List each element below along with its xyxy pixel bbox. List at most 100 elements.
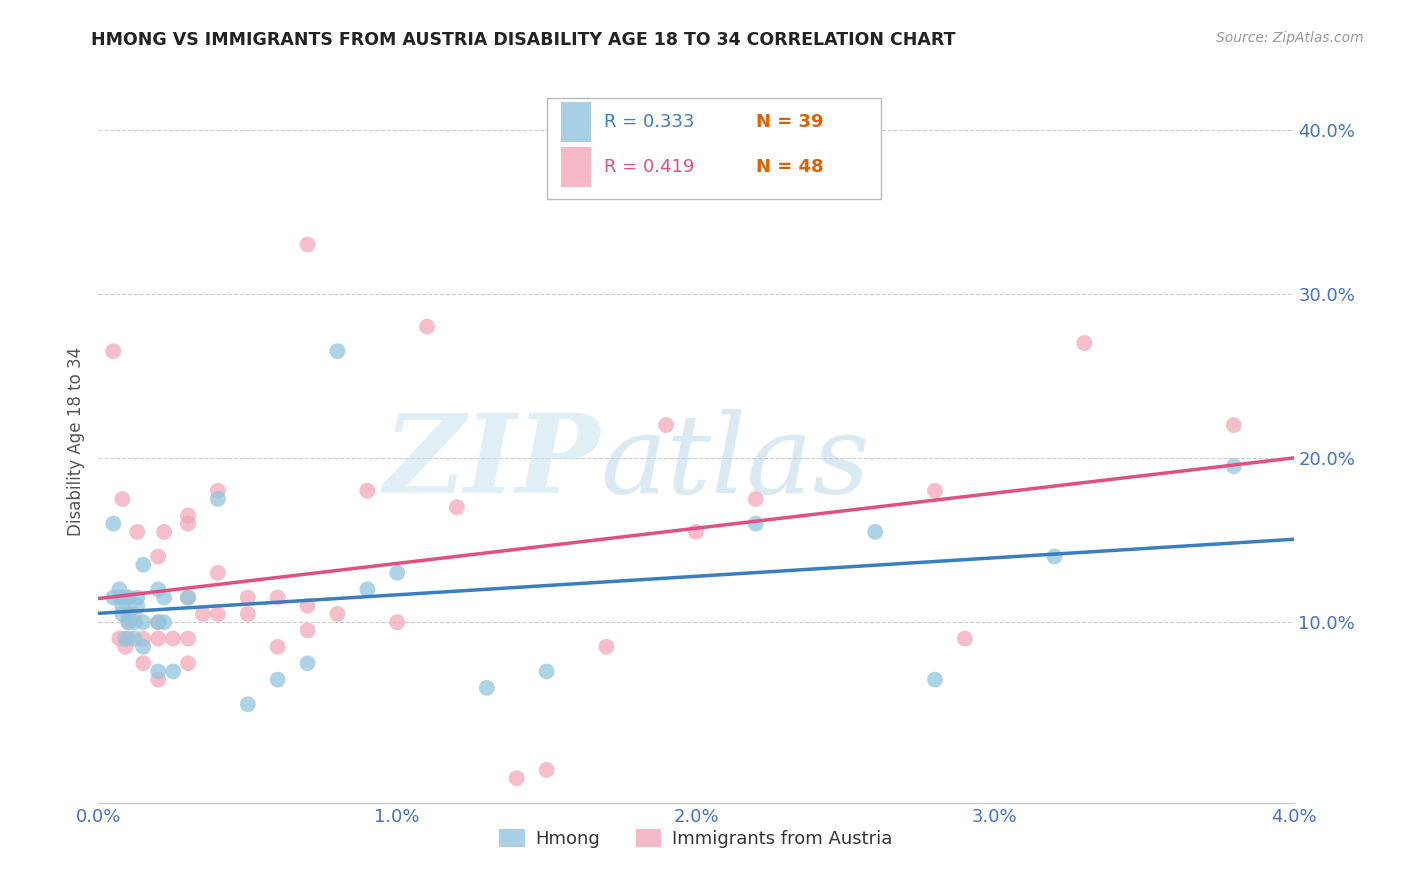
Point xyxy=(177,591,200,605)
Point xyxy=(267,673,290,687)
Point xyxy=(124,632,146,646)
Point xyxy=(297,599,319,613)
Point xyxy=(356,483,378,498)
Point xyxy=(177,591,200,605)
Point xyxy=(685,524,707,539)
Point xyxy=(236,698,259,712)
Point xyxy=(127,599,149,613)
Text: N = 48: N = 48 xyxy=(756,158,824,176)
Point xyxy=(132,640,155,654)
Text: R = 0.333: R = 0.333 xyxy=(605,113,695,131)
Point xyxy=(148,582,170,597)
Point xyxy=(117,607,139,621)
Point xyxy=(924,483,946,498)
FancyBboxPatch shape xyxy=(547,98,882,200)
Point xyxy=(177,516,200,531)
Point xyxy=(177,508,200,523)
Point xyxy=(124,607,146,621)
Point xyxy=(111,491,134,506)
Text: atlas: atlas xyxy=(600,409,870,517)
FancyBboxPatch shape xyxy=(561,103,591,142)
Point xyxy=(132,657,155,671)
Point xyxy=(236,591,259,605)
Point xyxy=(148,673,170,687)
FancyBboxPatch shape xyxy=(561,147,591,186)
Point xyxy=(297,657,319,671)
Point xyxy=(536,763,558,777)
Point xyxy=(207,566,229,580)
Point xyxy=(865,524,887,539)
Text: ZIP: ZIP xyxy=(384,409,600,517)
Point xyxy=(148,549,170,564)
Legend: Hmong, Immigrants from Austria: Hmong, Immigrants from Austria xyxy=(492,822,900,855)
Text: HMONG VS IMMIGRANTS FROM AUSTRIA DISABILITY AGE 18 TO 34 CORRELATION CHART: HMONG VS IMMIGRANTS FROM AUSTRIA DISABIL… xyxy=(91,31,956,49)
Point xyxy=(153,591,176,605)
Point xyxy=(117,632,139,646)
Point xyxy=(108,582,131,597)
Point xyxy=(162,632,184,646)
Point xyxy=(1073,336,1095,351)
Text: Source: ZipAtlas.com: Source: ZipAtlas.com xyxy=(1216,31,1364,45)
Point xyxy=(114,640,136,654)
Point xyxy=(506,771,529,785)
Point xyxy=(297,237,319,252)
Point xyxy=(475,681,498,695)
Point xyxy=(385,566,409,580)
Point xyxy=(536,665,558,679)
Point xyxy=(108,591,131,605)
Point xyxy=(1043,549,1066,564)
Text: N = 39: N = 39 xyxy=(756,113,824,131)
Point xyxy=(114,632,136,646)
Point xyxy=(103,344,125,359)
Point xyxy=(207,607,229,621)
Point xyxy=(111,591,134,605)
Point xyxy=(148,665,170,679)
Point xyxy=(326,344,349,359)
Point xyxy=(267,640,290,654)
Point xyxy=(326,607,349,621)
Point xyxy=(162,665,184,679)
Point xyxy=(127,524,149,539)
Point xyxy=(177,632,200,646)
Y-axis label: Disability Age 18 to 34: Disability Age 18 to 34 xyxy=(66,347,84,536)
Point xyxy=(153,615,176,630)
Point xyxy=(132,632,155,646)
Point xyxy=(416,319,439,334)
Point xyxy=(117,591,139,605)
Point xyxy=(148,632,170,646)
Point xyxy=(1223,459,1246,474)
Point xyxy=(446,500,468,515)
Point xyxy=(207,483,229,498)
Point xyxy=(191,607,214,621)
Point xyxy=(236,607,259,621)
Point xyxy=(124,615,146,630)
Point xyxy=(267,591,290,605)
Point xyxy=(595,640,617,654)
Point xyxy=(148,615,170,630)
Point xyxy=(177,657,200,671)
Point xyxy=(111,599,134,613)
Point xyxy=(655,418,678,433)
Point xyxy=(103,516,125,531)
Point xyxy=(297,624,319,638)
Point xyxy=(148,615,170,630)
Text: R = 0.419: R = 0.419 xyxy=(605,158,695,176)
Point xyxy=(356,582,378,597)
Point xyxy=(745,516,768,531)
Point xyxy=(745,491,768,506)
Point xyxy=(924,673,946,687)
Point xyxy=(385,615,409,630)
Point xyxy=(111,607,134,621)
Point xyxy=(108,632,131,646)
Point xyxy=(127,591,149,605)
Point xyxy=(103,591,125,605)
Point xyxy=(132,615,155,630)
Point xyxy=(117,615,139,630)
Point xyxy=(117,591,139,605)
Point xyxy=(132,558,155,572)
Point xyxy=(153,524,176,539)
Point xyxy=(953,632,976,646)
Point xyxy=(1223,418,1246,433)
Point xyxy=(207,491,229,506)
Point xyxy=(117,615,139,630)
